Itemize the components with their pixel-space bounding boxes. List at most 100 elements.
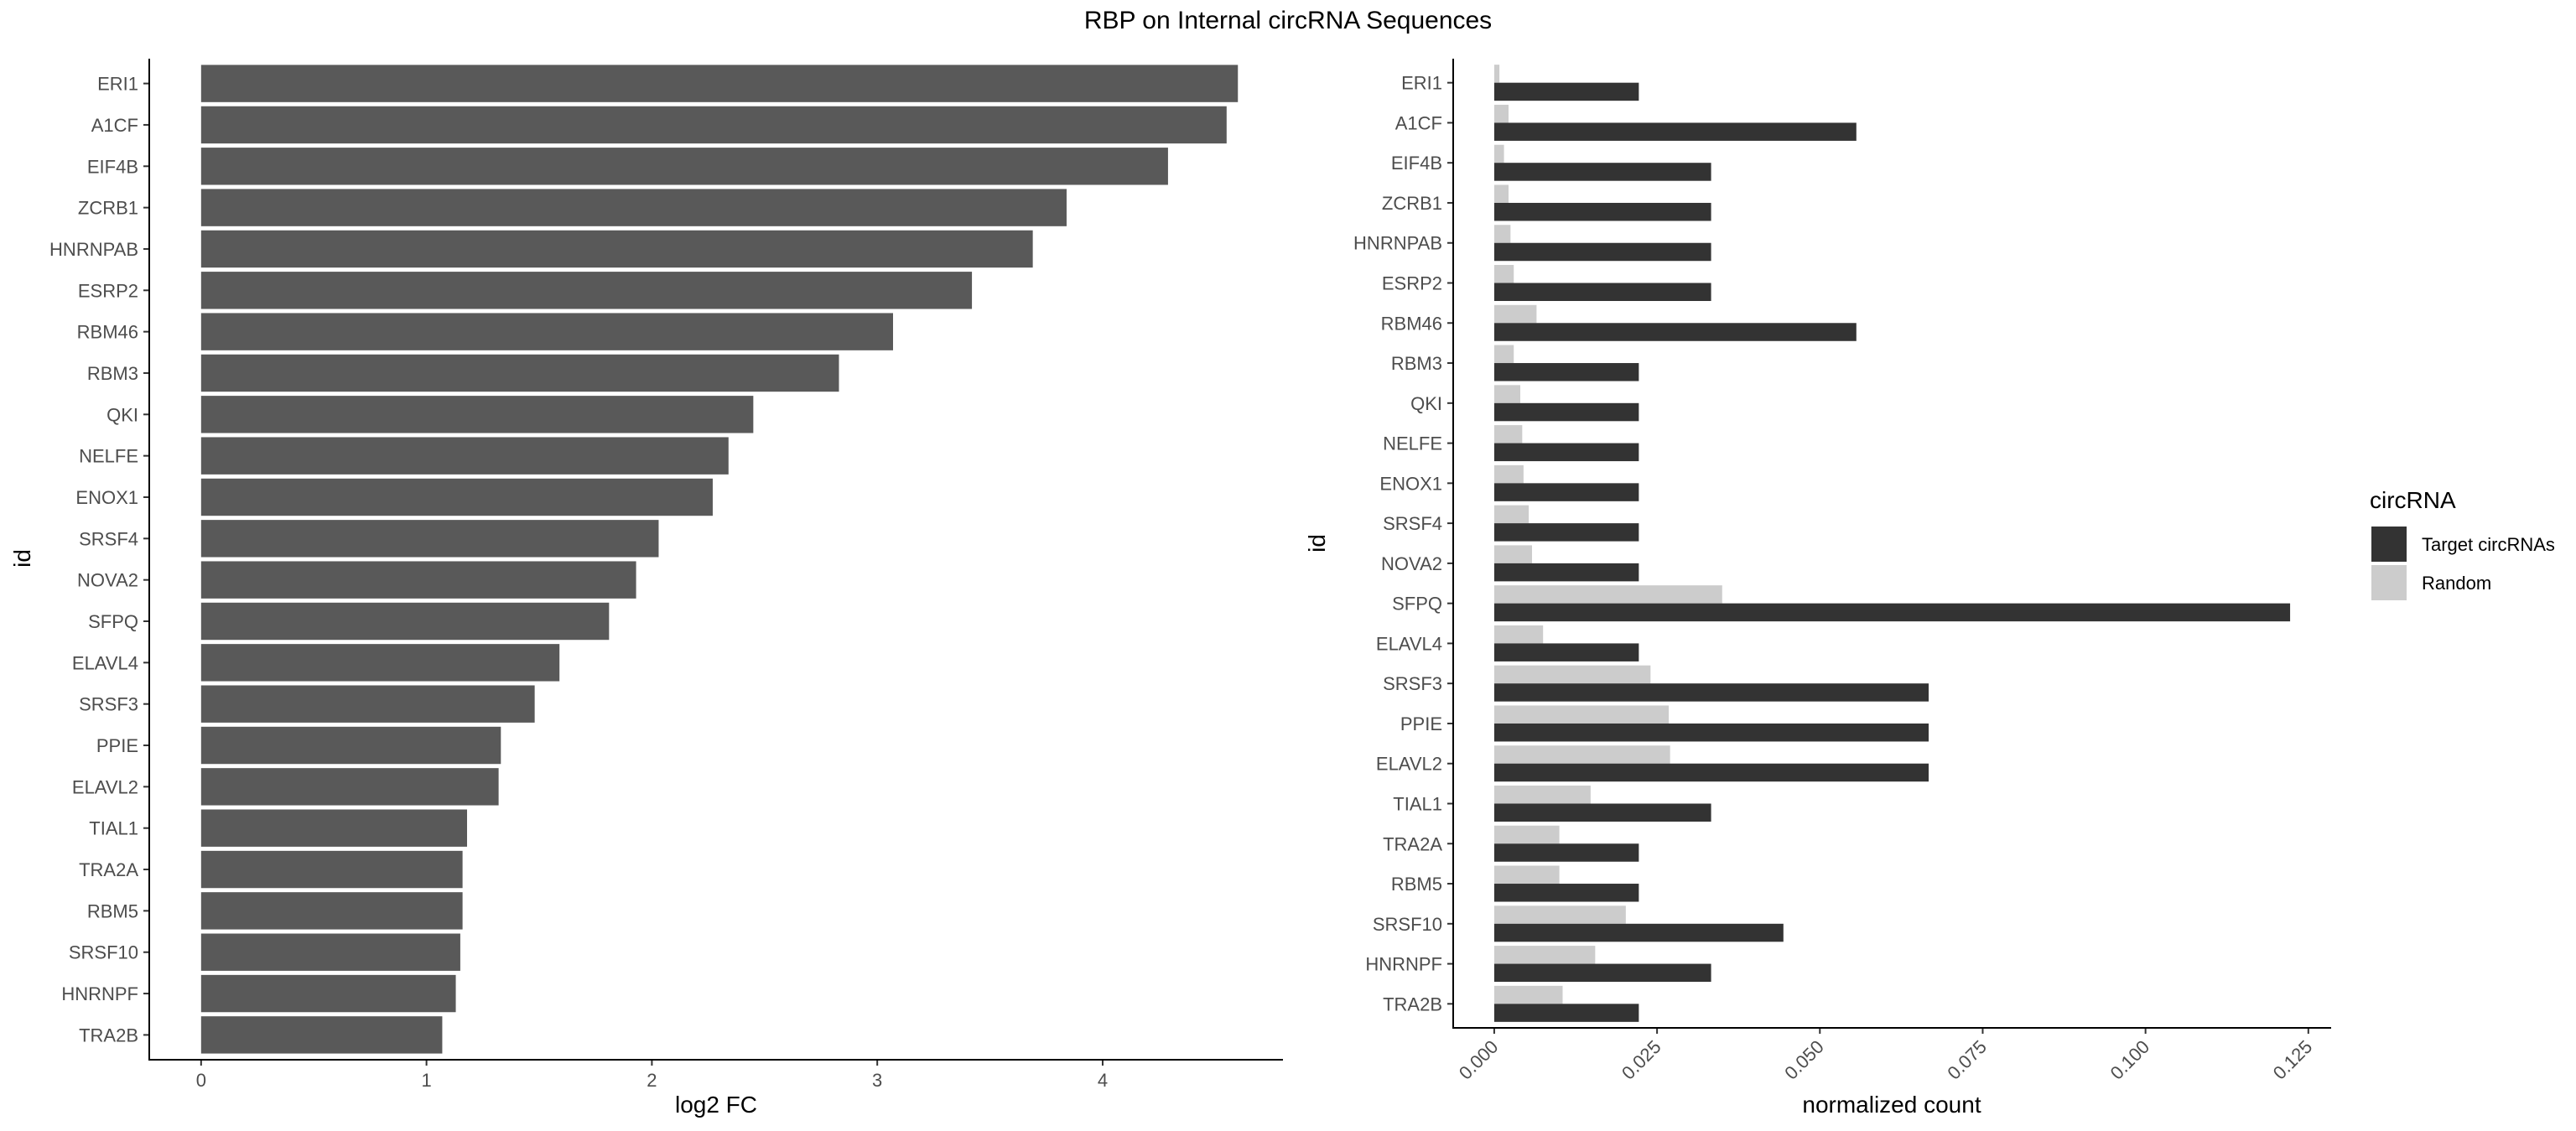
target-bar-zcrb1 [1493, 202, 1711, 221]
log2fc-y-tick-label: ZCRB1 [78, 198, 138, 219]
normalized-count-x-tick-label: 0.125 [2269, 1036, 2317, 1084]
normalized-count-y-tick-label: HNRNPAB [1353, 233, 1442, 254]
normalized-count-x-tick-label: 0.100 [2106, 1036, 2154, 1084]
log2fc-y-tick-label: ESRP2 [78, 280, 138, 301]
log2fc-y-tick-label: SRSF4 [79, 528, 138, 549]
log2fc-bar-srsf10 [200, 933, 460, 971]
target-bar-hnrnpab [1493, 242, 1711, 262]
log2fc-x-tick-label: 0 [196, 1070, 206, 1091]
random-bar-nelfe [1493, 425, 1523, 444]
target-bar-tra2a [1493, 843, 1639, 862]
random-bar-zcrb1 [1493, 184, 1509, 203]
log2fc-x-tick-label: 4 [1098, 1070, 1108, 1091]
normalized-count-x-tick-label: 0.075 [1943, 1036, 1991, 1084]
log2fc-y-tick-label: NOVA2 [77, 570, 138, 591]
normalized-count-y-tick-label: ELAVL2 [1376, 754, 1442, 775]
normalized-count-y-tick-label: A1CF [1395, 112, 1442, 133]
random-bar-eri1 [1493, 65, 1500, 83]
target-bar-eri1 [1493, 82, 1639, 101]
target-bar-a1cf [1493, 122, 1857, 141]
random-bar-a1cf [1493, 104, 1509, 123]
log2fc-bar-nova2 [200, 561, 636, 599]
log2fc-y-tick-label: EIF4B [87, 156, 138, 177]
normalized-count-y-tick-label: RBM5 [1391, 874, 1442, 895]
normalized-count-y-tick-label: NELFE [1383, 433, 1442, 454]
log2fc-bar-hnrnpf [200, 974, 456, 1013]
log2fc-bar-enox1 [200, 478, 713, 516]
legend-key-target [2371, 527, 2407, 562]
target-bar-ppie [1493, 723, 1929, 742]
log2fc-bar-eri1 [200, 65, 1239, 102]
normalized-count-x-axis: 0.000 0.025 0.050 0.075 0.100 0.125 [1455, 1028, 2316, 1083]
log2fc-bar-tra2a [200, 850, 463, 889]
random-bar-rbm46 [1493, 304, 1537, 324]
log2fc-bar-tra2b [200, 1016, 443, 1054]
random-bar-nova2 [1493, 545, 1532, 563]
log2fc-bar-a1cf [200, 106, 1227, 144]
target-bar-nova2 [1493, 563, 1639, 582]
random-bar-enox1 [1493, 464, 1524, 484]
random-bar-tra2b [1493, 985, 1563, 1004]
normalized-count-x-axis-title: normalized count [1802, 1092, 1981, 1118]
normalized-count-x-tick-label: 0.000 [1455, 1036, 1503, 1084]
log2fc-y-tick-label: SFPQ [88, 611, 138, 632]
log2fc-y-axis: ERI1 A1CF EIF4B ZCRB1 HNRNPAB ESRP2 RBM46 RBM3 Q… [49, 74, 149, 1045]
log2fc-bar-rbm3 [200, 354, 839, 392]
random-bar-tra2a [1493, 825, 1560, 844]
log2fc-y-tick-label: A1CF [91, 115, 138, 136]
normalized-count-y-tick-label: QKI [1410, 393, 1442, 414]
random-bar-ppie [1493, 705, 1670, 724]
normalized-count-y-tick-label: SFPQ [1392, 594, 1442, 615]
normalized-count-y-tick-label: RBM3 [1391, 353, 1442, 374]
target-bar-rbm3 [1493, 363, 1639, 381]
log2fc-y-tick-label: RBM3 [87, 363, 138, 384]
normalized-count-y-tick-label: PPIE [1400, 713, 1442, 734]
normalized-count-y-tick-label: ENOX1 [1379, 473, 1442, 494]
random-bar-elavl4 [1493, 625, 1544, 644]
log2fc-y-tick-label: TRA2B [79, 1025, 138, 1045]
log2fc-y-tick-label: NELFE [79, 446, 138, 467]
log2fc-y-tick-label: TRA2A [79, 859, 138, 880]
normalized-count-y-tick-label: SRSF4 [1383, 513, 1442, 534]
legend-label-target: Target circRNAs [2422, 534, 2555, 555]
normalized-count-y-tick-label: ZCRB1 [1382, 193, 1442, 214]
log2fc-y-axis-title: id [9, 549, 35, 568]
random-bar-rbm3 [1493, 345, 1514, 364]
log2fc-x-tick-label: 3 [872, 1070, 882, 1091]
normalized-count-y-tick-label: RBM46 [1381, 313, 1442, 334]
normalized-count-x-tick-label: 0.050 [1780, 1036, 1828, 1084]
chart-title: RBP on Internal circRNA Sequences [1084, 7, 1492, 34]
log2fc-y-tick-label: RBM46 [77, 322, 138, 343]
target-bar-sfpq [1493, 603, 2291, 622]
random-bar-eif4b [1493, 144, 1504, 163]
log2fc-bar-hnrnpab [200, 230, 1033, 268]
log2fc-bar-ppie [200, 726, 501, 765]
normalized-count-y-axis: ERI1 A1CF EIF4B ZCRB1 HNRNPAB ESRP2 RBM46 RBM3 Q… [1353, 73, 1453, 1014]
log2fc-bar-tial1 [200, 809, 467, 847]
log2fc-bar-elavl2 [200, 768, 499, 806]
random-bar-esrp2 [1493, 265, 1514, 283]
normalized-count-y-tick-label: ERI1 [1401, 73, 1442, 94]
log2fc-y-tick-label: TIAL1 [89, 818, 138, 839]
log2fc-bar-esrp2 [200, 272, 973, 309]
log2fc-bar-srsf3 [200, 685, 535, 723]
normalized-count-y-tick-label: ESRP2 [1382, 273, 1442, 294]
normalized-count-y-tick-label: TRA2A [1383, 833, 1442, 854]
normalized-count-y-tick-label: NOVA2 [1381, 553, 1442, 574]
normalized-count-y-tick-label: TIAL1 [1393, 793, 1442, 814]
log2fc-bars [200, 65, 1239, 1054]
log2fc-bar-sfpq [200, 602, 610, 641]
log2fc-y-tick-label: ELAVL4 [72, 652, 138, 673]
log2fc-x-tick-label: 2 [647, 1070, 657, 1091]
normalized-count-y-axis-title: id [1304, 534, 1330, 553]
log2fc-bar-elavl4 [200, 644, 560, 682]
log2fc-y-tick-label: HNRNPAB [49, 239, 138, 260]
normalized-count-y-tick-label: SRSF3 [1383, 673, 1442, 694]
normalized-count-y-tick-label: ELAVL4 [1376, 633, 1442, 654]
log2fc-y-tick-label: ERI1 [97, 74, 138, 95]
target-bar-srsf10 [1493, 923, 1784, 942]
target-bar-tra2b [1493, 1004, 1639, 1022]
log2fc-x-axis: 0 1 2 3 4 [196, 1060, 1108, 1091]
